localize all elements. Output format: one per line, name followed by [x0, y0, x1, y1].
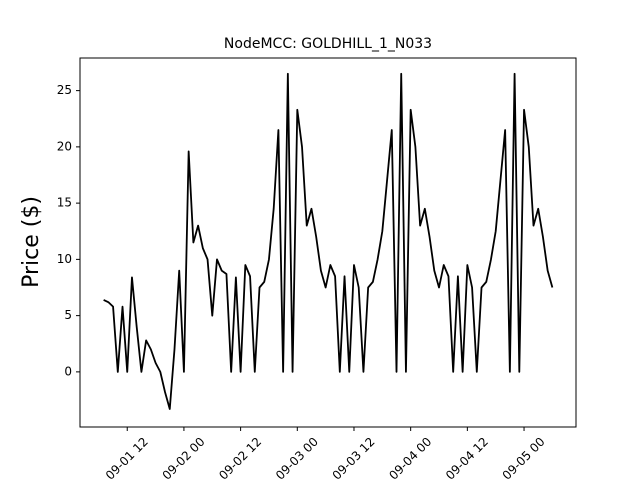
y-tick-label: 10 [57, 252, 72, 266]
y-tick-label: 0 [64, 364, 72, 378]
y-tick-label: 20 [57, 139, 72, 153]
plot-frame [79, 57, 577, 428]
y-tick-label: 15 [57, 196, 72, 210]
chart-title: NodeMCC: GOLDHILL_1_N033 [224, 36, 432, 52]
line [103, 72, 554, 410]
y-tick-label: 25 [57, 83, 72, 97]
y-tick-label: 5 [64, 308, 72, 322]
y-axis-label: Price ($) [19, 196, 44, 288]
